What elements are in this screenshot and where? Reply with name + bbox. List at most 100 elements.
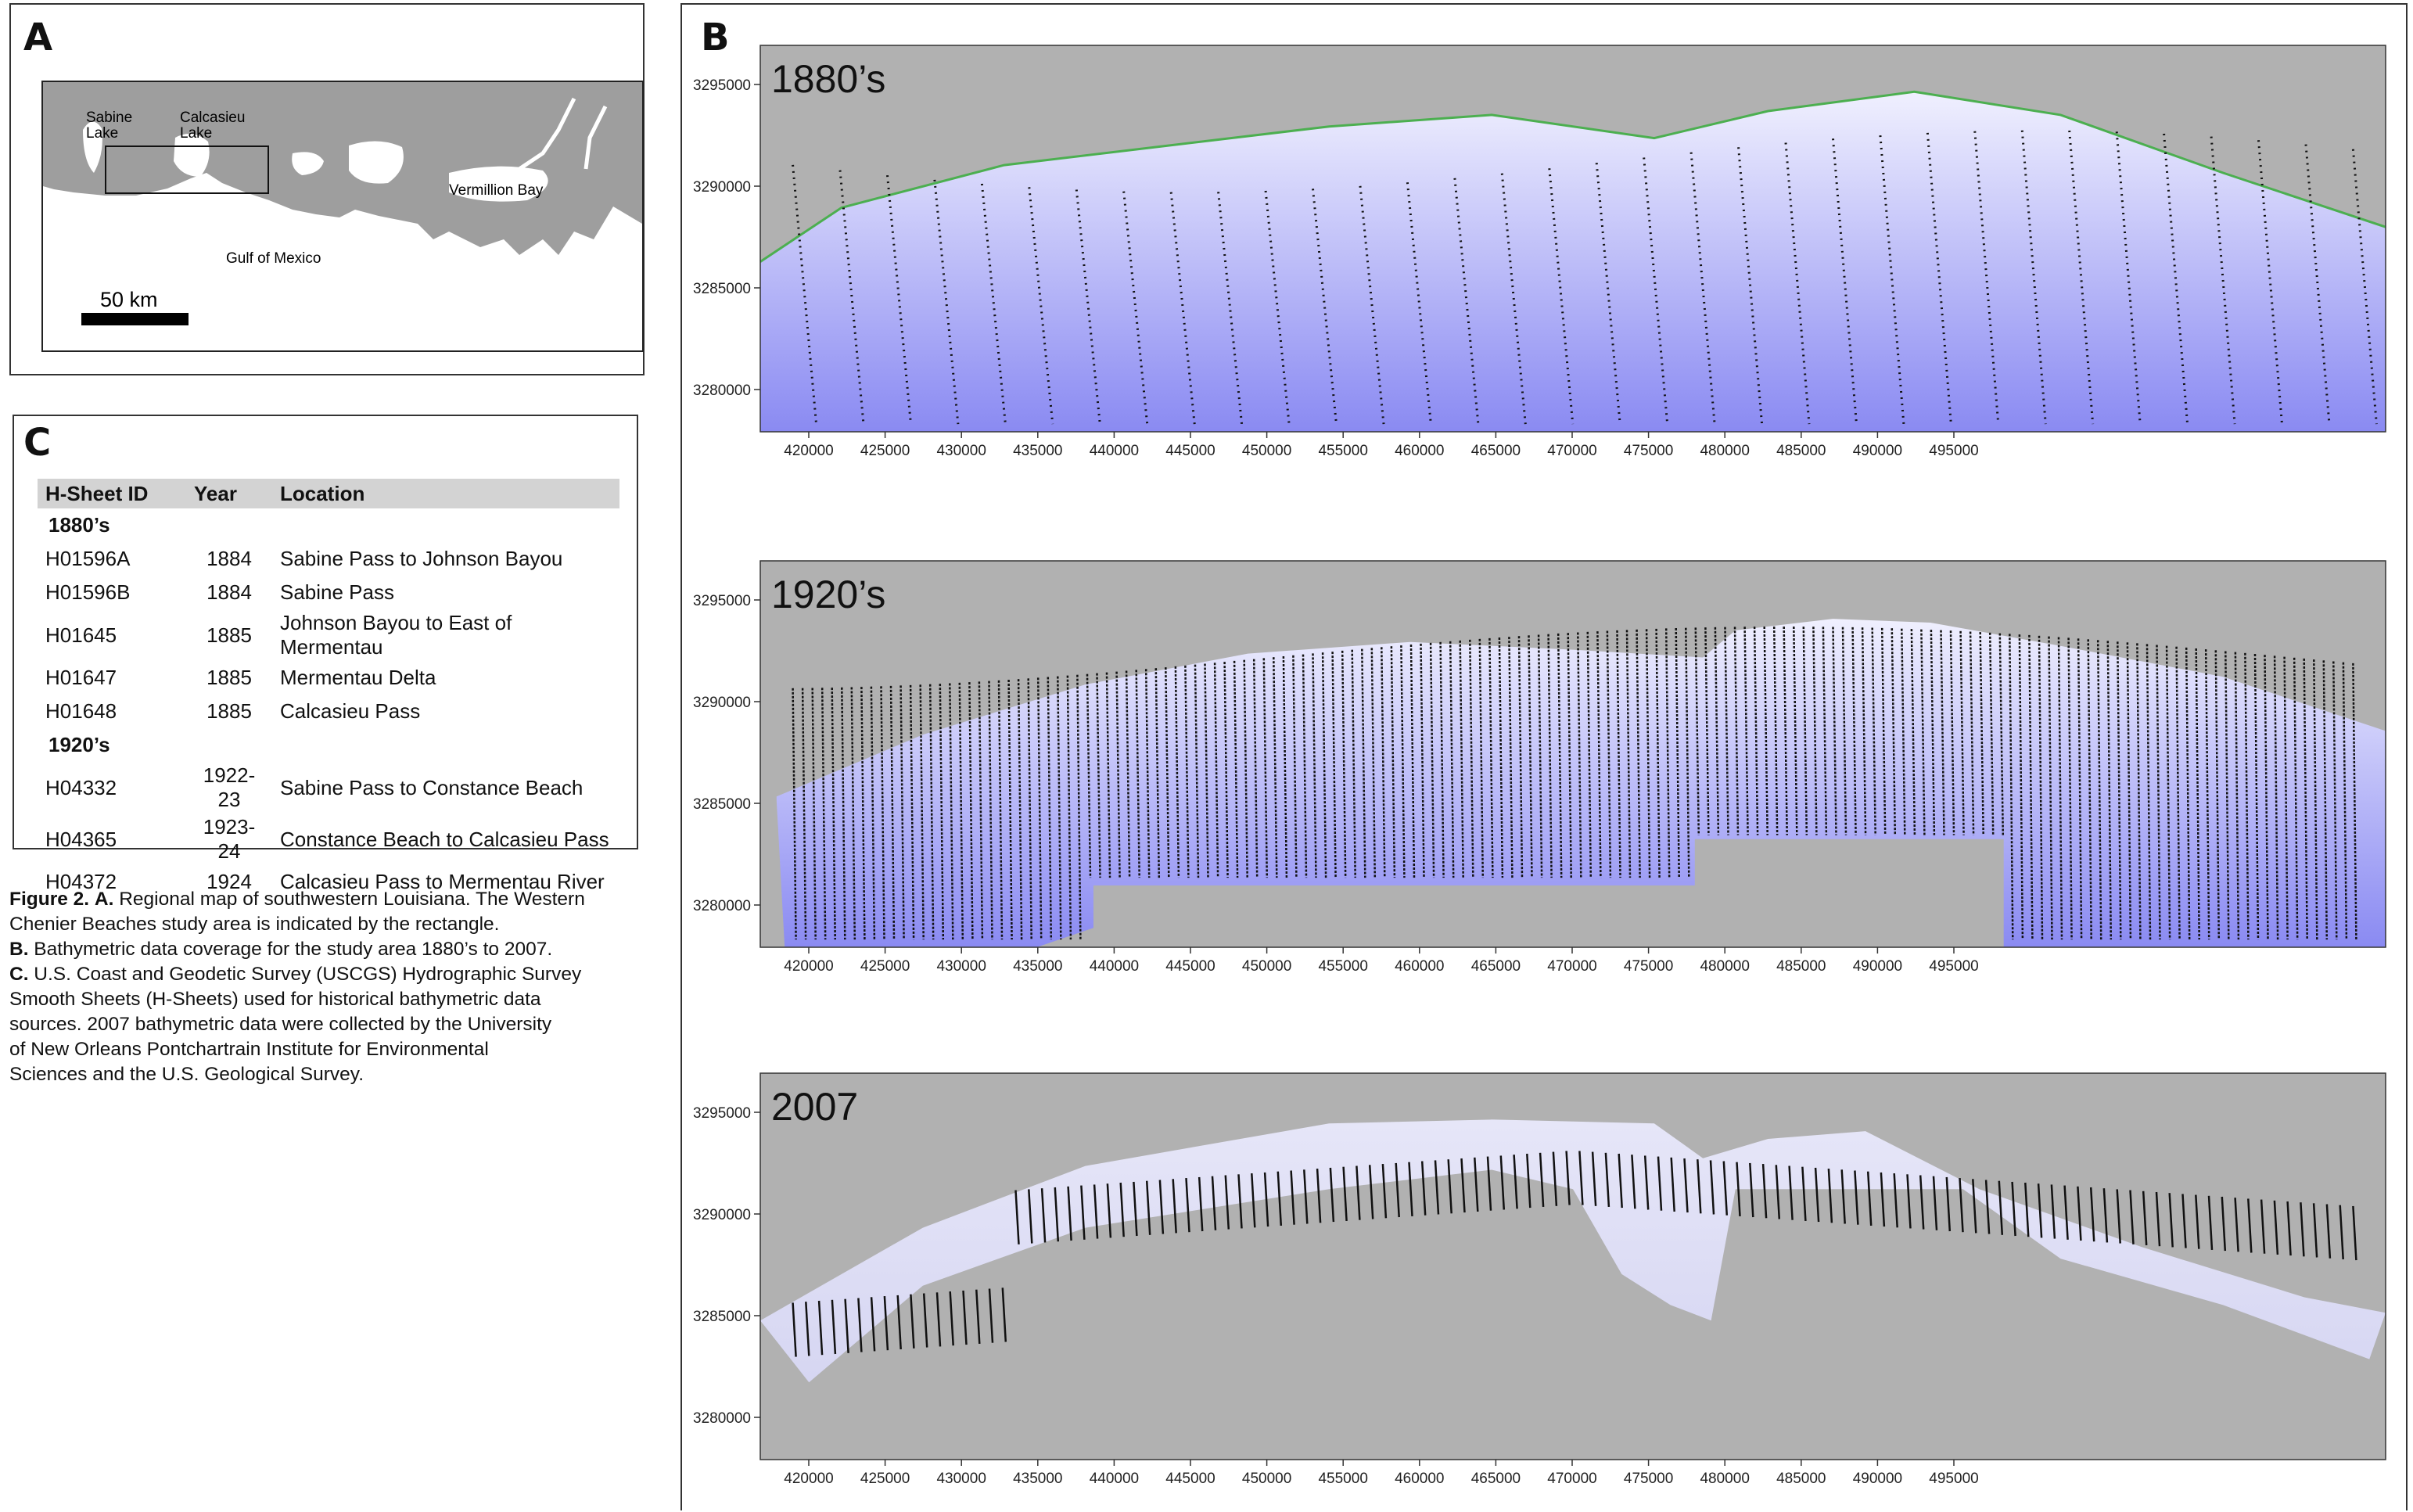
label-calcasieu-2: Lake xyxy=(180,125,212,142)
survey-track xyxy=(1194,664,1200,878)
x-tick-label: 480000 xyxy=(1700,1471,1749,1487)
survey-track xyxy=(1694,627,1700,835)
survey-track xyxy=(2087,639,2092,940)
table-row: H01596A 1884 Sabine Pass to Johnson Bayou xyxy=(38,542,619,576)
survey-track xyxy=(1945,1176,1952,1232)
cell-location: Mermentau Delta xyxy=(280,666,436,689)
survey-track xyxy=(909,684,915,940)
survey-track xyxy=(1969,631,1975,835)
survey-track xyxy=(2342,662,2348,940)
cell-year: 1884 xyxy=(206,580,252,604)
cell-id: H04365 xyxy=(45,827,117,851)
survey-track xyxy=(1408,1162,1413,1216)
survey-track xyxy=(910,1294,915,1349)
survey-track xyxy=(2156,645,2161,940)
survey-track xyxy=(1657,1156,1663,1211)
caption-c-text-1: U.S. Coast and Geodetic Survey (USCGS) H… xyxy=(28,964,582,985)
survey-track xyxy=(1381,1164,1388,1219)
survey-track xyxy=(1567,633,1572,878)
survey-track xyxy=(949,1291,954,1346)
y-tick-label: 3285000 xyxy=(693,796,751,813)
survey-track xyxy=(1972,1179,1977,1234)
survey-track xyxy=(1312,653,1317,878)
y-tick-label: 3285000 xyxy=(693,1309,751,1325)
survey-track xyxy=(1664,628,1671,878)
y-tick-label: 3280000 xyxy=(693,382,751,399)
survey-track xyxy=(2207,1195,2214,1250)
x-tick-label: 440000 xyxy=(1090,443,1139,459)
survey-track xyxy=(2185,647,2191,940)
survey-track xyxy=(1788,1165,1794,1220)
survey-track xyxy=(1342,1166,1348,1221)
header-year: Year xyxy=(186,479,272,508)
survey-track xyxy=(2077,1186,2082,1241)
survey-track xyxy=(1262,658,1269,878)
survey-track xyxy=(1478,638,1485,878)
x-tick-label: 420000 xyxy=(784,443,833,459)
cell-year: 1885 xyxy=(206,623,252,647)
survey-track xyxy=(1500,173,1527,425)
survey-track xyxy=(2339,1205,2344,1259)
survey-track xyxy=(1076,674,1082,940)
survey-track xyxy=(1547,634,1553,878)
survey-track xyxy=(1539,1152,1545,1207)
survey-track xyxy=(939,684,945,940)
survey-track xyxy=(1979,632,1984,835)
survey-track xyxy=(1988,632,1995,835)
survey-track xyxy=(1027,678,1032,940)
water-bathymetry xyxy=(760,92,2386,433)
survey-track xyxy=(1891,628,1897,835)
survey-track xyxy=(1749,1162,1754,1218)
survey-track xyxy=(1237,1174,1243,1229)
cell-location: Sabine Pass to Constance Beach xyxy=(280,775,584,799)
x-tick-label: 495000 xyxy=(1929,958,1978,975)
survey-track xyxy=(1217,192,1244,425)
survey-track xyxy=(1851,627,1857,835)
survey-track xyxy=(1302,654,1308,878)
survey-track xyxy=(1459,640,1464,878)
survey-track xyxy=(1172,1179,1177,1234)
survey-track xyxy=(889,685,896,940)
survey-track xyxy=(1292,655,1298,878)
x-tick-label: 485000 xyxy=(1776,1471,1826,1487)
survey-track xyxy=(1449,641,1455,878)
survey-track xyxy=(922,1293,928,1348)
x-tick-label: 465000 xyxy=(1471,443,1521,459)
survey-track xyxy=(2136,643,2142,940)
survey-track xyxy=(1793,626,1798,835)
survey-track xyxy=(2300,1202,2305,1257)
survey-track xyxy=(1548,168,1575,425)
survey-track xyxy=(1277,1171,1283,1226)
survey-track xyxy=(1420,1161,1427,1216)
x-tick-label: 445000 xyxy=(1165,443,1215,459)
map-frame xyxy=(759,1072,2386,1460)
survey-track xyxy=(2096,640,2102,940)
survey-track xyxy=(928,684,935,940)
survey-track xyxy=(1439,641,1445,878)
survey-track xyxy=(1303,1169,1309,1224)
survey-track xyxy=(1513,1155,1518,1209)
map-year-label: 2007 xyxy=(771,1085,858,1129)
survey-track xyxy=(2145,644,2152,940)
survey-track xyxy=(1643,157,1669,425)
group-label: 1920’s xyxy=(48,733,110,756)
survey-track xyxy=(1763,626,1768,835)
table-row: H04372 1924 Calcasieu Pass to Mermentau Ri… xyxy=(38,865,619,899)
survey-track xyxy=(1096,673,1101,878)
cell-id: H04372 xyxy=(45,870,117,893)
survey-track xyxy=(1753,627,1759,835)
survey-track xyxy=(1028,187,1054,425)
survey-track xyxy=(1273,657,1278,878)
x-tick-label: 420000 xyxy=(784,1471,833,1487)
cell-id: H01648 xyxy=(45,699,117,723)
x-tick-label: 485000 xyxy=(1776,443,1826,459)
survey-track xyxy=(1368,1165,1374,1219)
survey-track xyxy=(1395,1162,1400,1218)
survey-track xyxy=(2129,1190,2135,1244)
bathymetry-maps-svg: 1880’s 3295000 3290000 3285000 3280000 420000… xyxy=(693,45,2386,1487)
survey-track xyxy=(2024,1182,2030,1237)
table-row: H01596B 1884 Sabine Pass xyxy=(38,576,619,609)
survey-track xyxy=(2293,657,2299,940)
y-tick-label: 3285000 xyxy=(693,281,751,297)
survey-track xyxy=(1737,147,1764,425)
